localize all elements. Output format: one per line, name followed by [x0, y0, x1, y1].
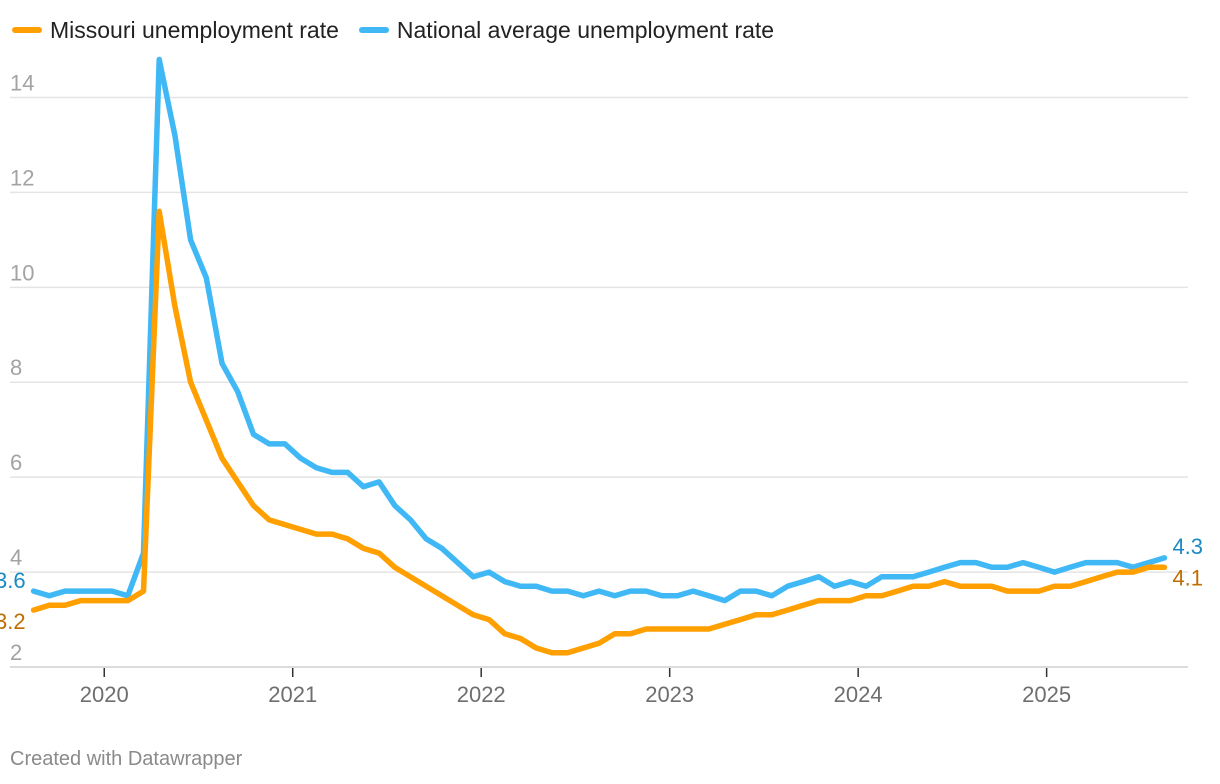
series-line-national [30, 56, 1168, 604]
x-axis-tick-labels: 2020 2021 2022 2023 2024 2025 [80, 668, 1071, 707]
legend-label-missouri: Missouri unemployment rate [50, 16, 339, 43]
y-tick-label: 14 [10, 70, 34, 95]
end-value-label-national: 4.3 [1172, 534, 1203, 559]
y-tick-label: 4 [10, 545, 22, 570]
legend-item-national: National average unemployment rate [358, 16, 775, 44]
start-value-label-national: 3.6 [0, 568, 26, 593]
y-axis-tick-labels: 2 4 6 8 10 12 14 [10, 70, 34, 665]
series-lines [30, 56, 1168, 656]
y-tick-label: 12 [10, 165, 34, 190]
x-tick-label: 2021 [268, 682, 317, 707]
y-tick-label: 10 [10, 260, 34, 285]
chart-legend: Missouri unemployment rate National aver… [12, 14, 794, 46]
x-tick-label: 2025 [1022, 682, 1071, 707]
series-value-labels: 3.6 3.2 4.3 4.1 [0, 534, 1203, 634]
credit-text: Created with Datawrapper [10, 748, 243, 770]
y-tick-label: 2 [10, 640, 22, 665]
y-tick-label: 8 [10, 355, 22, 380]
x-tick-label: 2023 [645, 682, 694, 707]
y-tick-label: 6 [10, 450, 22, 475]
end-value-label-missouri: 4.1 [1172, 565, 1203, 590]
series-line-missouri [30, 208, 1168, 656]
x-tick-label: 2020 [80, 682, 129, 707]
grid-lines [10, 96, 1188, 668]
legend-swatch-national [358, 27, 389, 33]
legend-label-national: National average unemployment rate [396, 16, 775, 43]
x-tick-label: 2022 [457, 682, 506, 707]
x-tick-label: 2024 [834, 682, 883, 707]
legend-item-missouri: Missouri unemployment rate [12, 17, 339, 44]
legend-swatch-missouri [12, 27, 42, 33]
start-value-label-missouri: 3.2 [0, 609, 26, 634]
